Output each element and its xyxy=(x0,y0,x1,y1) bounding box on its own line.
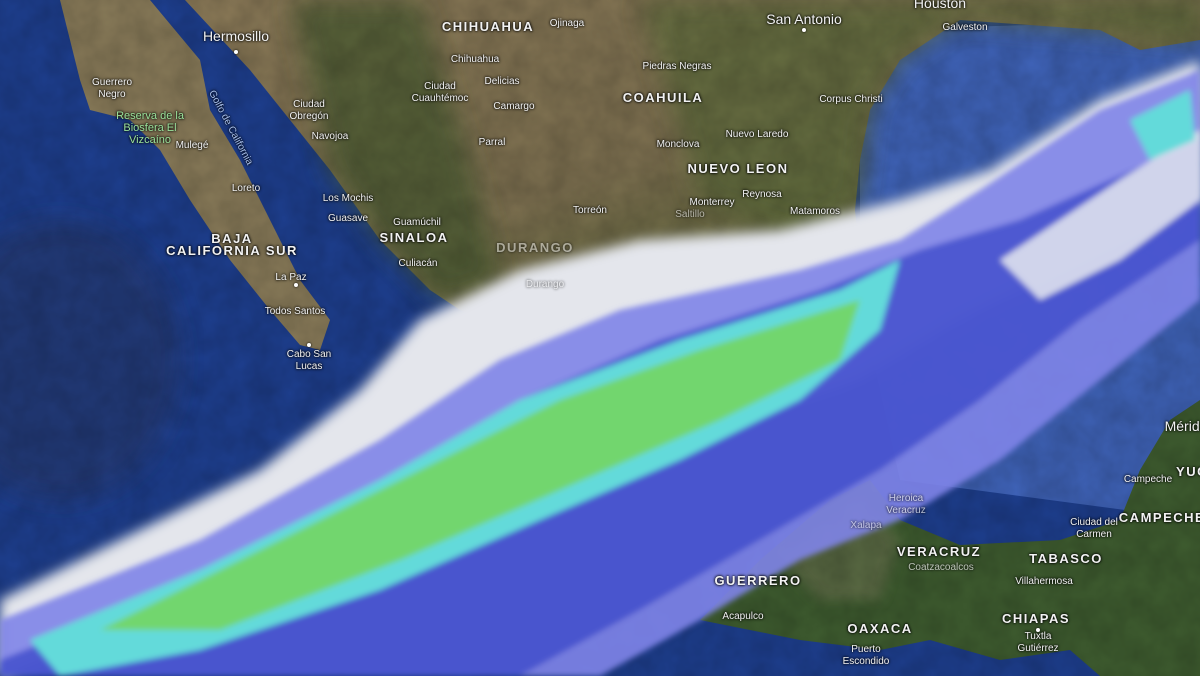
label-sinaloa: SINALOA xyxy=(379,230,449,245)
label-puerto-escondido: Puerto Escondido xyxy=(842,644,890,667)
label-mulege: Mulegé xyxy=(175,140,209,151)
label-ojinaga: Ojinaga xyxy=(549,18,585,29)
label-campeche-city: Campeche xyxy=(1123,474,1173,485)
label-oaxaca: OAXACA xyxy=(847,621,913,636)
label-todos-santos: Todos Santos xyxy=(264,306,326,317)
label-delicias: Delicias xyxy=(484,76,520,87)
label-los-mochis: Los Mochis xyxy=(322,193,374,204)
label-galveston: Galveston xyxy=(942,22,988,33)
label-guerrero: GUERRERO xyxy=(714,573,802,588)
label-parral: Parral xyxy=(478,137,506,148)
label-merida: Mérida xyxy=(1164,418,1200,434)
label-camargo: Camargo xyxy=(493,101,535,112)
label-houston: Houston xyxy=(913,0,967,11)
label-monterrey: Monterrey xyxy=(689,197,735,208)
label-tuxtla-gutierrez: Tuxtla Gutiérrez xyxy=(1017,631,1059,654)
city-marker-icon xyxy=(307,343,311,347)
label-acapulco: Acapulco xyxy=(722,611,764,622)
label-matamoros: Matamoros xyxy=(789,206,841,217)
label-corpus-christi: Corpus Christi xyxy=(819,94,883,105)
label-loreto: Loreto xyxy=(231,183,261,194)
label-baja-california-sur: BAJA CALIFORNIA SUR xyxy=(166,231,298,258)
label-san-antonio: San Antonio xyxy=(766,11,842,27)
label-coahuila: COAHUILA xyxy=(622,90,704,105)
label-tabasco: TABASCO xyxy=(1029,551,1103,566)
label-ciudad-obregon: Ciudad Obregón xyxy=(289,99,329,122)
label-veracruz: VERACRUZ xyxy=(896,544,982,559)
city-marker-icon xyxy=(1036,628,1040,632)
label-culiacan: Culiacán xyxy=(398,258,438,269)
label-guerrero-negro: Guerrero Negro xyxy=(91,77,132,100)
label-durango-city: Durango xyxy=(525,279,565,290)
label-nuevo-leon: NUEVO LEON xyxy=(687,161,789,176)
label-guasave: Guasave xyxy=(327,213,369,224)
label-piedras-negras: Piedras Negras xyxy=(642,61,712,72)
label-villahermosa: Villahermosa xyxy=(1015,576,1073,587)
label-campeche-state: CAMPECHE xyxy=(1118,510,1200,525)
label-monclova: Monclova xyxy=(656,139,700,150)
label-la-paz: La Paz xyxy=(275,272,307,283)
city-marker-icon xyxy=(234,50,238,54)
label-hermosillo: Hermosillo xyxy=(202,28,270,44)
city-marker-icon xyxy=(294,283,298,287)
label-chihuahua-state: CHIHUAHUA xyxy=(441,19,535,34)
label-ciudad-cuauhtemoc: Ciudad Cuauhtémoc xyxy=(411,81,469,104)
label-chihuahua-city: Chihuahua xyxy=(450,54,500,65)
label-chiapas: CHIAPAS xyxy=(1001,611,1071,626)
label-cabo-san-lucas: Cabo San Lucas xyxy=(286,349,332,372)
label-yucatan: YUC xyxy=(1176,464,1200,479)
label-torreon: Torreón xyxy=(573,205,607,216)
label-reynosa: Reynosa xyxy=(742,189,782,200)
label-navojoa: Navojoa xyxy=(311,131,349,142)
label-el-vizcaino-reserve: Reserva de la Biosfera El Vizcaíno xyxy=(116,110,184,146)
radar-precipitation xyxy=(0,70,1200,676)
city-marker-icon xyxy=(802,28,806,32)
label-heroica-veracruz: Heroica Veracruz xyxy=(886,493,926,516)
label-guamuchil: Guamúchil xyxy=(393,217,441,228)
label-nuevo-laredo: Nuevo Laredo xyxy=(725,129,789,140)
label-durango-state: DURANGO xyxy=(496,240,574,255)
label-xalapa: Xalapa xyxy=(850,520,882,531)
label-coatzacoalcos: Coatzacoalcos xyxy=(908,562,974,573)
label-saltillo: Saltillo xyxy=(675,209,705,220)
label-ciudad-del-carmen: Ciudad del Carmen xyxy=(1070,517,1118,540)
